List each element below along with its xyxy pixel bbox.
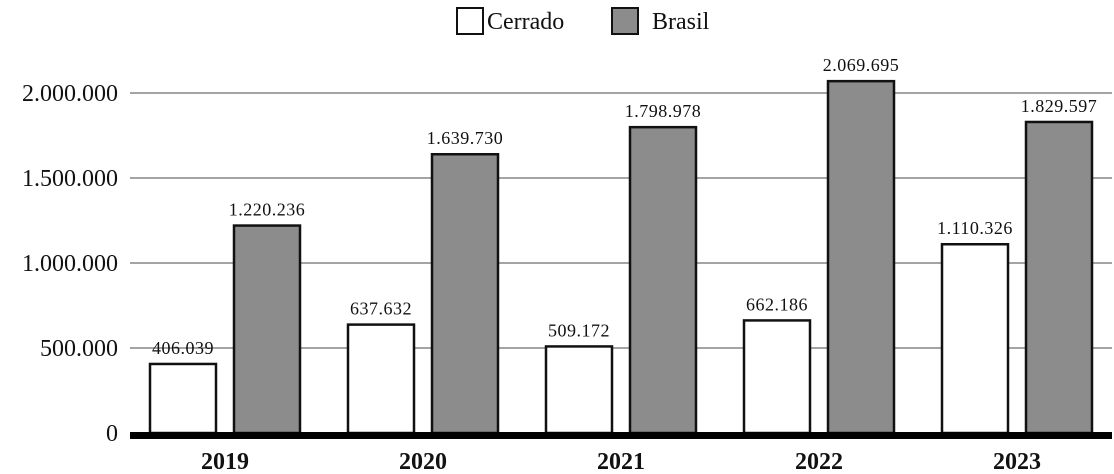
bar-cerrado xyxy=(544,345,614,435)
bar-brasil xyxy=(628,125,698,435)
data-label: 637.632 xyxy=(350,299,412,319)
data-label: 406.039 xyxy=(152,338,214,358)
bar-cerrado xyxy=(940,242,1010,435)
bar-cerrado xyxy=(346,323,416,435)
bar-brasil xyxy=(826,79,896,435)
x-tick-label: 2022 xyxy=(795,449,843,474)
y-tick-label: 1.500.000 xyxy=(22,166,118,192)
x-tick-label: 2019 xyxy=(201,449,249,474)
data-label: 1.220.236 xyxy=(229,200,306,220)
legend-swatch-cerrado xyxy=(456,7,484,35)
data-label: 2.069.695 xyxy=(823,55,900,75)
x-tick-label: 2020 xyxy=(399,449,447,474)
bar-brasil xyxy=(430,152,500,435)
y-tick-label: 2.000.000 xyxy=(22,81,118,107)
x-axis-line xyxy=(130,432,1112,439)
x-tick-label: 2023 xyxy=(993,449,1041,474)
data-label: 1.798.978 xyxy=(625,101,702,121)
y-tick-label: 1.000.000 xyxy=(22,251,118,277)
legend-swatch-brasil xyxy=(611,7,639,35)
y-tick-label: 0 xyxy=(106,421,118,447)
legend-label-cerrado: Cerrado xyxy=(487,9,564,35)
data-label: 1.639.730 xyxy=(427,128,504,148)
y-tick-label: 500.000 xyxy=(40,336,118,362)
data-label: 662.186 xyxy=(746,294,808,314)
bar-cerrado xyxy=(742,319,812,435)
data-label: 509.172 xyxy=(548,320,610,340)
legend-label-brasil: Brasil xyxy=(652,9,710,35)
bar-brasil xyxy=(1024,120,1094,435)
bar-cerrado xyxy=(148,362,218,435)
x-tick-label: 2021 xyxy=(597,449,645,474)
data-label: 1.110.326 xyxy=(937,218,1013,238)
bar-brasil xyxy=(232,224,302,435)
data-label: 1.829.597 xyxy=(1021,96,1098,116)
